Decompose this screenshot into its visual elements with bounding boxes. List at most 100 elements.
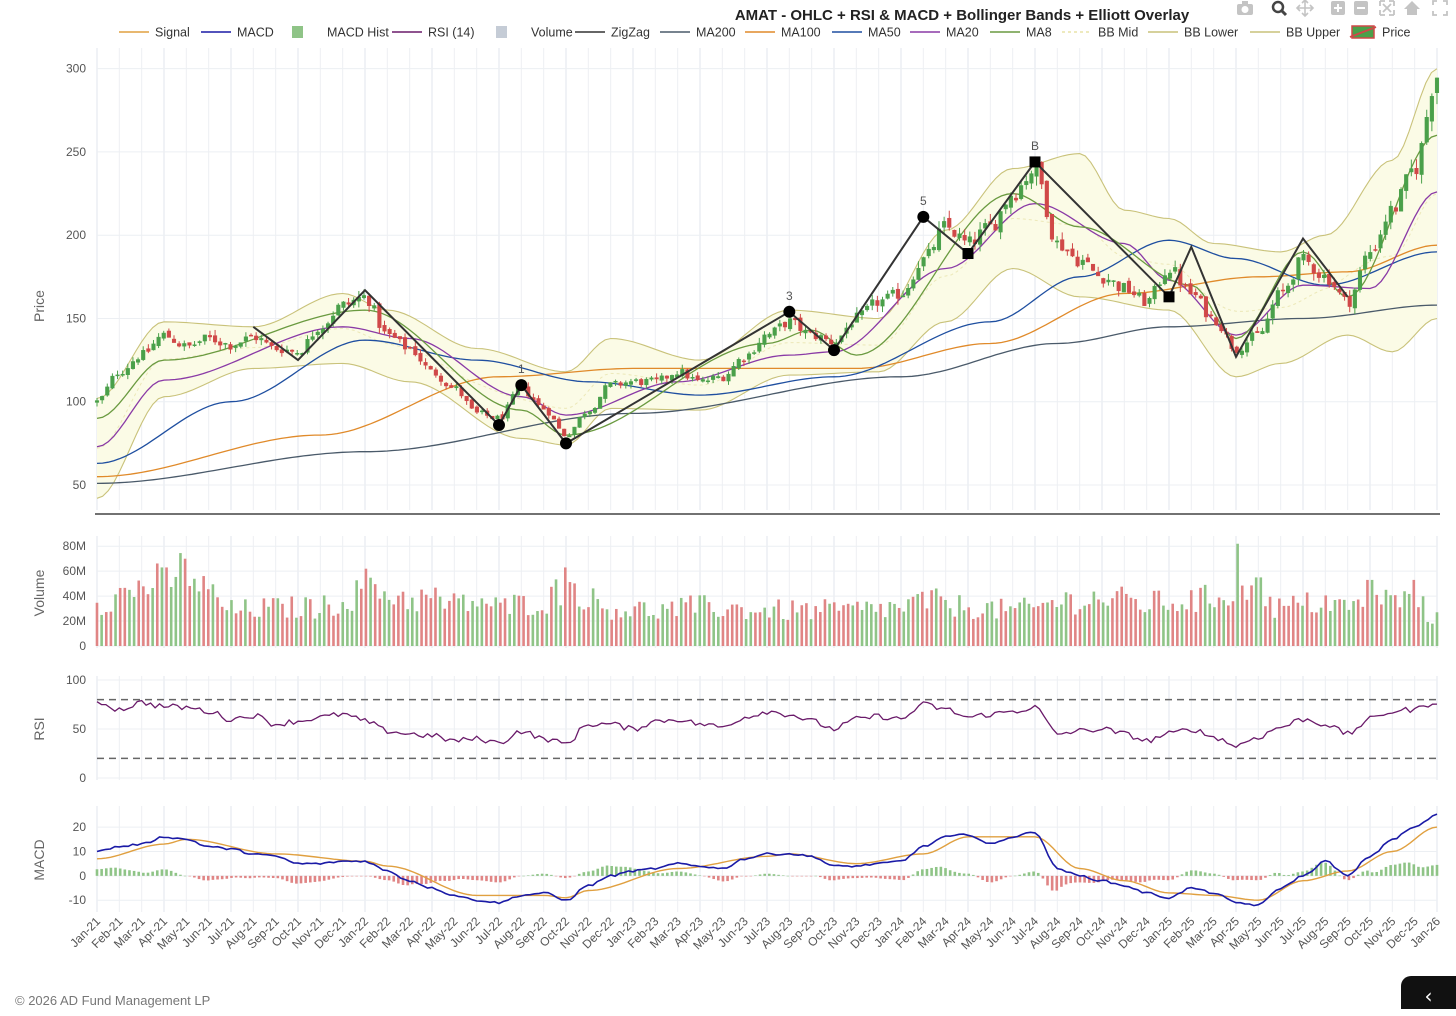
volume-bar: [999, 598, 1003, 646]
candle-body: [346, 302, 351, 305]
zoom-in-icon[interactable]: [1331, 1, 1345, 15]
candle-body: [361, 295, 367, 299]
legend-item-ma50[interactable]: MA50: [832, 26, 901, 40]
candle-body: [536, 398, 541, 406]
volume-bar: [1111, 598, 1114, 646]
volume-bar: [503, 598, 507, 646]
candle-body: [1250, 332, 1255, 341]
macd-hist-bar: [304, 875, 307, 883]
candle-body: [1132, 291, 1137, 296]
legend[interactable]: Signal MACD MACD Hist RSI (14) Volume ZigZag M…: [119, 25, 1411, 40]
volume-bar: [1435, 612, 1439, 646]
volume-bar: [485, 603, 488, 646]
macd-hist-bar: [1106, 875, 1110, 880]
volume-bar: [601, 608, 604, 646]
volume-bar: [526, 615, 530, 646]
legend-item-bb-lower[interactable]: BB Lower: [1148, 26, 1238, 40]
volume-bar: [1236, 543, 1239, 646]
legend-item-price[interactable]: Price: [1349, 25, 1411, 40]
macd-hist-bar: [1403, 862, 1406, 876]
chevron-left-icon[interactable]: ‹: [1401, 976, 1456, 1009]
macd-hist-bar: [893, 875, 896, 880]
macd-hist-bar: [443, 875, 447, 881]
legend-item-macd[interactable]: MACD: [201, 26, 274, 40]
candle-body: [402, 337, 408, 350]
legend-label: Volume: [531, 26, 573, 40]
macd-hist-bar: [1078, 875, 1082, 883]
volume-bar: [684, 602, 688, 646]
candle-body: [1137, 292, 1142, 296]
legend-item-ma200[interactable]: MA200: [660, 26, 736, 40]
candle-body: [408, 347, 413, 349]
volume-bar: [1347, 609, 1351, 646]
macd-hist-bar: [1208, 873, 1212, 876]
macd-hist-bar: [1240, 875, 1244, 880]
zoom-icon[interactable]: [1271, 0, 1288, 17]
elliott-wave-label: B: [1031, 139, 1039, 153]
volume-bar: [1023, 597, 1026, 646]
modebar[interactable]: [1237, 0, 1448, 18]
macd-hist-bar: [155, 870, 159, 876]
macd-hist-bar: [1282, 874, 1286, 876]
legend-item-volume[interactable]: Volume: [496, 26, 573, 40]
zigzag-pivot-circle: [917, 210, 930, 223]
macd-hist-bar: [239, 875, 243, 878]
macd-hist-bar: [499, 875, 502, 883]
legend-item-rsi-14-[interactable]: RSI (14): [392, 26, 475, 40]
candle-body: [1409, 168, 1414, 173]
volume-bar: [406, 609, 409, 646]
candle-body: [1214, 317, 1219, 326]
macd-hist-bar: [1148, 875, 1151, 881]
volume-bar: [346, 608, 349, 646]
volume-bar: [322, 595, 326, 646]
macd-hist-bar: [410, 875, 414, 885]
macd-hist-bar: [118, 868, 122, 876]
volume-bar: [220, 606, 224, 646]
macd-hist-bar: [962, 873, 966, 876]
macd-hist-bar: [573, 875, 576, 877]
candle-body: [577, 417, 582, 428]
volume-bar: [693, 612, 697, 646]
legend-item-ma100[interactable]: MA100: [745, 26, 821, 40]
zoom-out-icon[interactable]: [1354, 1, 1368, 15]
candle-body: [890, 289, 895, 294]
candle-body: [428, 366, 433, 370]
volume-bar: [1194, 611, 1198, 646]
home-icon[interactable]: [1404, 1, 1420, 15]
volume-bar: [216, 597, 219, 646]
legend-item-macd-hist[interactable]: MACD Hist: [292, 26, 389, 40]
legend-item-bb-upper[interactable]: BB Upper: [1250, 26, 1340, 40]
macd-hist-bar: [953, 871, 957, 876]
volume-bar: [1050, 600, 1054, 646]
legend-item-signal[interactable]: Signal: [119, 26, 190, 40]
legend-item-ma20[interactable]: MA20: [910, 26, 979, 40]
volume-bar: [1315, 612, 1318, 646]
legend-label: ZigZag: [611, 26, 650, 40]
macd-hist-bar: [601, 866, 604, 876]
macd-hist-bar: [995, 875, 998, 882]
volume-bar: [819, 612, 822, 646]
candle-body: [480, 410, 485, 413]
candle-body: [413, 346, 418, 356]
candle-body: [731, 366, 736, 377]
legend-item-bb-mid[interactable]: BB Mid: [1062, 26, 1138, 40]
camera-icon[interactable]: [1237, 1, 1253, 15]
legend-item-ma8[interactable]: MA8: [990, 26, 1052, 40]
volume-bar: [781, 618, 785, 646]
volume-bar: [193, 578, 196, 646]
macd-hist-bar: [1087, 875, 1091, 883]
volume-bar: [132, 596, 136, 646]
rsi-y-tick-label: 50: [73, 722, 87, 736]
candle-body: [1173, 267, 1178, 272]
macd-hist-bar: [1375, 871, 1379, 876]
macd-hist-bar: [174, 872, 178, 876]
pan-icon[interactable]: [1295, 0, 1315, 18]
macd-hist-bar: [772, 874, 776, 876]
candle-body: [721, 376, 726, 382]
fullscreen-icon[interactable]: [1432, 0, 1448, 16]
volume-bar: [165, 567, 168, 646]
candle-body: [618, 382, 623, 386]
autoscale-icon[interactable]: [1379, 0, 1395, 16]
legend-item-zigzag[interactable]: ZigZag: [575, 26, 650, 40]
macd-hist-bar: [1431, 865, 1434, 876]
